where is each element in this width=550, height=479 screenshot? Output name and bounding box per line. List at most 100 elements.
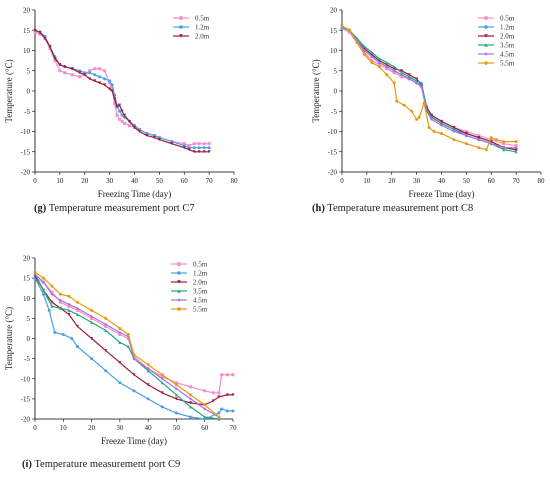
- y-tick-label: -15: [21, 395, 31, 403]
- data-point: [98, 81, 102, 85]
- data-point: [400, 69, 404, 73]
- data-point: [203, 389, 207, 393]
- data-point: [63, 65, 67, 69]
- data-point: [370, 55, 374, 59]
- caption-g-text: Temperature measurement port C7: [48, 203, 195, 214]
- data-point: [50, 284, 54, 288]
- data-point: [120, 109, 124, 113]
- y-tick-label: 0: [27, 335, 31, 343]
- data-point: [104, 324, 108, 328]
- data-point: [182, 142, 186, 146]
- data-point: [402, 103, 406, 107]
- y-tick-label: -5: [24, 355, 30, 363]
- legend-label: 0.5m: [193, 261, 208, 269]
- data-point: [118, 381, 122, 385]
- y-axis-label: Temperature (°C): [4, 59, 14, 122]
- y-tick-label: -5: [24, 108, 30, 116]
- data-point: [75, 300, 79, 304]
- y-tick-label: 5: [334, 67, 338, 75]
- data-point: [477, 136, 481, 140]
- data-point: [115, 105, 119, 109]
- data-point: [104, 349, 108, 353]
- data-point: [464, 142, 468, 146]
- data-point: [170, 142, 174, 146]
- data-point: [67, 302, 71, 306]
- legend-swatch-marker: [177, 289, 181, 293]
- data-point: [174, 387, 178, 391]
- x-tick-label: 70: [206, 177, 214, 185]
- data-point: [128, 123, 132, 127]
- data-point: [123, 121, 127, 125]
- data-point: [202, 146, 206, 150]
- data-point: [38, 32, 42, 36]
- data-point: [126, 332, 130, 336]
- data-point: [362, 53, 366, 57]
- data-point: [187, 144, 191, 148]
- data-point: [377, 57, 381, 61]
- data-point: [514, 148, 518, 152]
- data-point: [189, 401, 193, 405]
- data-point: [58, 69, 62, 73]
- data-point: [58, 292, 62, 296]
- x-tick-label: 50: [173, 424, 181, 432]
- data-point: [58, 300, 62, 304]
- data-point: [514, 146, 518, 150]
- data-point: [98, 67, 102, 71]
- data-point: [128, 119, 132, 123]
- data-point: [41, 292, 45, 296]
- data-point: [217, 415, 221, 419]
- legend-swatch-marker: [484, 61, 488, 65]
- x-tick-label: 50: [463, 177, 471, 185]
- data-point: [225, 373, 229, 377]
- caption-h-tag: (h): [312, 203, 325, 214]
- data-point: [514, 140, 518, 144]
- legend: 0.5m1.2m2.0m3.5m4.5m5.5m: [478, 15, 515, 68]
- data-point: [452, 125, 456, 129]
- series-line: [34, 29, 210, 153]
- chart-i: 0 10 20 30 40 50 60 7020151050-5-10-15-20Freeze…: [4, 255, 237, 447]
- data-point: [90, 314, 94, 318]
- data-point: [50, 300, 54, 304]
- data-point: [90, 320, 94, 324]
- y-tick-label: 10: [23, 295, 31, 303]
- data-point: [103, 83, 107, 87]
- data-point: [217, 395, 221, 399]
- data-point: [93, 73, 97, 77]
- data-point: [189, 415, 193, 419]
- data-point: [146, 369, 150, 373]
- y-tick-label: 0: [334, 88, 338, 96]
- data-point: [145, 134, 149, 138]
- data-point: [502, 142, 506, 146]
- data-point: [88, 69, 92, 73]
- data-point: [43, 36, 47, 40]
- data-point: [90, 316, 94, 320]
- data-point: [160, 381, 164, 385]
- y-tick-label: 20: [330, 7, 338, 15]
- data-point: [217, 391, 221, 395]
- data-point: [422, 101, 426, 105]
- x-axis-label: Freezing Time (day): [98, 189, 172, 199]
- data-point: [187, 148, 191, 152]
- legend-swatch-marker: [179, 34, 183, 38]
- data-point: [152, 136, 156, 140]
- data-point: [197, 146, 201, 150]
- data-point: [75, 324, 79, 328]
- data-point: [410, 109, 414, 113]
- data-point: [189, 397, 193, 401]
- x-tick-label: 50: [156, 177, 164, 185]
- data-point: [477, 134, 481, 138]
- x-tick-label: 20: [88, 424, 96, 432]
- legend: 0.5m1.2m2.0m3.5m4.5m5.5m: [171, 261, 208, 314]
- data-point: [53, 59, 57, 63]
- x-tick-label: 30: [116, 424, 124, 432]
- data-point: [207, 150, 211, 154]
- y-tick-label: 20: [23, 7, 31, 15]
- data-point: [400, 71, 404, 75]
- legend-swatch-marker: [484, 34, 488, 38]
- data-point: [118, 326, 122, 330]
- data-point: [75, 308, 79, 312]
- x-tick-label: 80: [538, 177, 546, 185]
- data-point: [63, 71, 67, 75]
- x-axis-label: Freeze Time (day): [101, 436, 167, 446]
- x-tick-label: 10: [363, 177, 371, 185]
